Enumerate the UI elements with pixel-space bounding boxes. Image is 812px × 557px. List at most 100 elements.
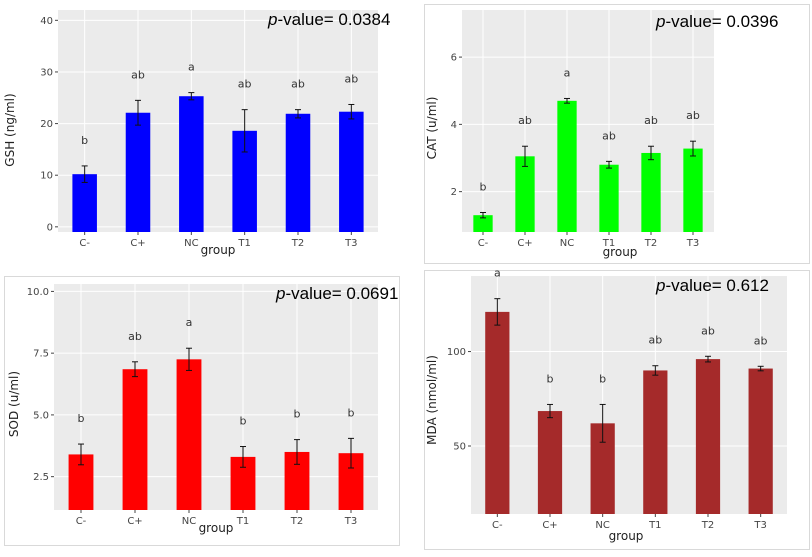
mda-plot-background xyxy=(471,276,787,514)
mda-letter-C-: a xyxy=(494,267,501,280)
gsh-ytick-label: 10 xyxy=(40,171,53,182)
gsh-letter-T1: ab xyxy=(238,78,252,91)
cat-bar-NC xyxy=(557,100,577,233)
sod-xtick-label-T3: T3 xyxy=(344,516,357,527)
gsh-ytick-label: 20 xyxy=(40,119,53,130)
cat-ytick-label: 4 xyxy=(451,120,457,131)
sod-bar-NC xyxy=(176,359,202,510)
cat-x-axis-title: group xyxy=(603,245,638,259)
mda-bar-T2 xyxy=(695,359,721,514)
cat-letter-C+: ab xyxy=(518,114,532,127)
sod-p-text: -value= 0.0691 xyxy=(285,284,399,303)
mda-xtick-label-T1: T1 xyxy=(648,520,661,531)
sod-x-axis-title: group xyxy=(199,521,234,535)
cat-p-text: -value= 0.0396 xyxy=(665,12,779,31)
gsh-letter-T2: ab xyxy=(291,78,305,91)
gsh-x-axis-title: group xyxy=(201,243,236,257)
sod-p-value: p-value= 0.0691 xyxy=(276,284,398,304)
gsh-y-axis-title: GSH (ng/ml) xyxy=(3,93,17,166)
mda-xtick-label-T2: T2 xyxy=(701,520,714,531)
sod-letter-T2: b xyxy=(294,408,301,421)
mda-letter-T3: ab xyxy=(754,334,768,347)
cat-bar-T1 xyxy=(599,164,619,232)
cat-bar-T3 xyxy=(683,148,703,232)
mda-letter-NC: b xyxy=(599,372,606,385)
sod-ytick-label: 7.5 xyxy=(33,349,49,360)
sod-frame xyxy=(4,276,400,546)
gsh-xtick-label-T2: T2 xyxy=(291,238,304,249)
gsh-xtick-label-T1: T1 xyxy=(237,238,250,249)
cat-bar-C- xyxy=(473,215,493,232)
mda-ytick-label: 50 xyxy=(453,442,466,453)
sod-ytick-label: 10.0 xyxy=(27,287,49,298)
gsh-p-text: -value= 0.0384 xyxy=(277,10,391,29)
gsh-bar-C- xyxy=(72,174,97,232)
cat-bar-T2 xyxy=(641,152,661,232)
mda-letter-T2: ab xyxy=(701,324,715,337)
cat-letter-NC: a xyxy=(564,66,571,79)
mda-ytick-label: 100 xyxy=(447,347,466,358)
cat-xtick-label-C+: C+ xyxy=(517,238,532,249)
sod-xtick-label-T1: T1 xyxy=(236,516,249,527)
chart-panel-cat: 2 4 6 b C-ab C+ a NC ab T1 ab T2 ab T3 group CAT (u/ml)… xyxy=(424,4,810,266)
sod-letter-T1: b xyxy=(240,415,247,428)
gsh-letter-C+: ab xyxy=(131,68,145,81)
cat-letter-T3: ab xyxy=(686,109,700,122)
gsh-bar-T3 xyxy=(339,111,364,232)
mda-letter-C+: b xyxy=(547,372,554,385)
mda-letter-T1: ab xyxy=(648,334,662,347)
cat-bar-C+ xyxy=(515,156,535,232)
sod-xtick-label-C+: C+ xyxy=(127,516,142,527)
sod-xtick-label-T2: T2 xyxy=(290,516,303,527)
chart-panel-sod: 2.5 5.0 7.5 10.0 b C-ab C+ a NC b T1 b T2 b T3 group SOD… xyxy=(4,276,400,546)
gsh-xtick-label-C+: C+ xyxy=(130,238,145,249)
cat-ytick-label: 2 xyxy=(451,187,457,198)
sod-bar-C+ xyxy=(122,369,148,510)
gsh-chart: 0 10 20 30 40 b C-ab C+ a NC ab T1 ab T2 ab T3 group GSH … xyxy=(3,10,378,257)
mda-x-axis-title: group xyxy=(609,529,644,543)
mda-bar-C- xyxy=(485,311,510,514)
cat-xtick-label-T2: T2 xyxy=(644,238,657,249)
sod-xtick-label-C-: C- xyxy=(76,516,87,527)
mda-bar-T1 xyxy=(643,370,668,514)
gsh-p-italic: p xyxy=(268,10,278,29)
cat-letter-T1: ab xyxy=(602,129,616,142)
gsh-plot-background xyxy=(58,10,378,232)
mda-y-axis-title: MDA (nmol/ml) xyxy=(425,355,439,445)
sod-plot-background xyxy=(54,284,378,510)
mda-xtick-label-T3: T3 xyxy=(753,520,766,531)
cat-y-axis-title: CAT (u/ml) xyxy=(425,97,439,160)
mda-xtick-label-C+: C+ xyxy=(542,520,557,531)
gsh-letter-NC: a xyxy=(188,61,195,74)
cat-letter-T2: ab xyxy=(644,114,658,127)
gsh-bar-NC xyxy=(179,96,204,233)
gsh-xtick-label-C-: C- xyxy=(79,238,90,249)
cat-frame xyxy=(424,4,810,264)
cat-letter-C-: b xyxy=(480,180,487,193)
cat-xtick-label-T1: T1 xyxy=(602,238,615,249)
gsh-xtick-label-NC: NC xyxy=(184,238,198,249)
sod-chart: 2.5 5.0 7.5 10.0 b C-ab C+ a NC b T1 b T2 b T3 group SOD… xyxy=(7,284,378,535)
sod-letter-C+: ab xyxy=(128,330,142,343)
mda-p-value: p-value= 0.612 xyxy=(656,276,769,296)
sod-letter-C-: b xyxy=(78,412,85,425)
sod-ytick-label: 5.0 xyxy=(33,410,49,421)
mda-bar-T3 xyxy=(748,368,773,514)
mda-p-italic: p xyxy=(656,276,666,295)
gsh-bar-T2 xyxy=(285,113,311,232)
chart-panel-gsh: 0 10 20 30 40 b C-ab C+ a NC ab T1 ab T2 ab T3 group GSH … xyxy=(0,0,400,262)
sod-xtick-label-NC: NC xyxy=(182,516,196,527)
cat-p-italic: p xyxy=(656,12,666,31)
mda-frame xyxy=(424,270,810,550)
gsh-letter-T3: ab xyxy=(344,72,358,85)
mda-xtick-label-NC: NC xyxy=(595,520,609,531)
cat-ytick-label: 6 xyxy=(451,53,457,64)
gsh-xtick-label-T3: T3 xyxy=(344,238,357,249)
sod-letter-T3: b xyxy=(348,406,355,419)
gsh-ytick-label: 0 xyxy=(47,222,53,233)
sod-ytick-label: 2.5 xyxy=(33,472,49,483)
gsh-p-value: p-value= 0.0384 xyxy=(268,10,390,30)
gsh-bar-C+ xyxy=(125,112,151,232)
cat-p-value: p-value= 0.0396 xyxy=(656,12,778,32)
mda-bar-C+ xyxy=(537,411,563,514)
